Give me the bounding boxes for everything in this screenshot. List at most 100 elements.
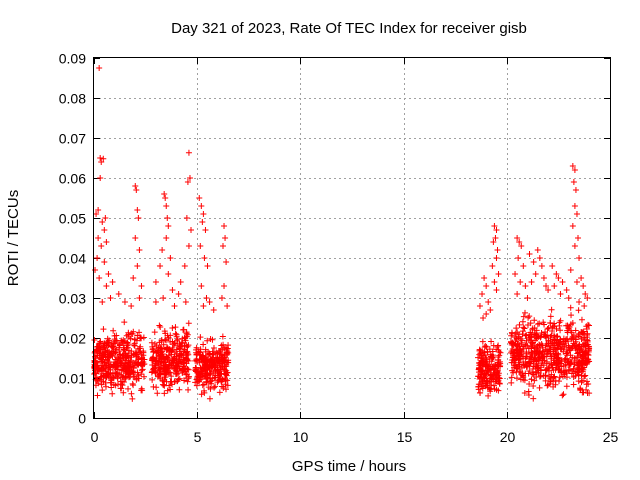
data-point [206,395,213,402]
data-point [563,352,570,359]
data-point [565,295,572,301]
data-point [485,299,492,305]
data-point [544,382,551,389]
data-point [129,380,136,387]
data-point [113,332,120,339]
data-point [529,365,536,372]
data-point [583,386,590,393]
data-point [531,377,538,384]
data-point [127,373,134,380]
data-point [101,227,108,233]
data-point [112,356,119,363]
data-point [548,360,555,367]
data-point [152,299,159,305]
data-point [481,344,488,351]
y-tick-label: 0 [78,411,86,427]
data-point [556,365,563,372]
data-point [224,359,231,366]
data-point [491,382,498,389]
data-point [157,324,164,331]
data-point [117,378,124,385]
data-point [536,320,543,327]
data-point [494,247,501,253]
x-tick-label: 20 [500,429,516,445]
data-point [491,367,498,374]
data-point [102,383,109,390]
data-point [509,340,516,347]
data-point [516,331,523,338]
data-point [559,279,566,285]
data-point [484,384,491,391]
data-point [548,306,555,313]
data-point [95,346,102,353]
y-tick-label: 0.06 [59,171,86,187]
data-point [118,367,125,374]
data-point [479,367,486,374]
data-point [534,321,541,328]
data-point [576,299,583,305]
y-tick-label: 0.03 [59,291,86,307]
data-point [212,354,219,361]
data-point [92,267,99,273]
data-point [584,321,591,328]
data-point [116,357,123,364]
data-point [163,203,170,209]
data-point [110,340,117,347]
data-point [180,326,187,333]
data-point [573,279,580,285]
data-point [586,322,592,329]
data-point [193,344,200,351]
data-point [164,344,171,351]
data-point [207,385,214,392]
data-point [483,283,490,289]
data-point [180,348,187,355]
data-point [495,377,502,384]
data-point [96,350,103,357]
data-point [208,377,215,384]
data-point [537,334,544,341]
data-point [542,346,549,353]
data-point [130,370,137,377]
data-point [91,359,98,366]
data-point [168,378,175,385]
data-point [128,390,135,397]
data-point [94,366,101,373]
data-point [521,389,528,396]
data-point [551,283,558,289]
data-point [211,384,218,391]
data-point [220,384,227,391]
data-point [219,333,226,340]
data-point [128,303,135,309]
data-point [532,345,539,352]
data-point [476,303,483,309]
data-point [218,295,225,301]
data-point [193,364,200,371]
data-point [569,333,576,340]
data-point [494,343,501,350]
data-point [563,383,570,390]
data-point [527,329,534,336]
data-point [120,389,127,396]
data-point [522,309,529,316]
data-point [164,215,171,221]
data-point [530,382,537,389]
data-point [169,338,176,345]
data-point [519,354,526,361]
data-point [582,355,589,362]
data-point [563,287,570,293]
data-point [557,327,564,334]
data-point [99,387,106,394]
data-point [553,325,560,332]
data-point [520,313,527,320]
data-point [576,255,583,261]
data-point [103,239,110,245]
data-point [571,203,578,209]
data-point [549,263,556,269]
data-point [542,367,549,374]
data-point [200,303,207,309]
data-point [492,378,499,385]
data-point [515,255,522,261]
data-point [210,344,217,351]
data-point [488,338,495,345]
data-point [151,329,158,336]
